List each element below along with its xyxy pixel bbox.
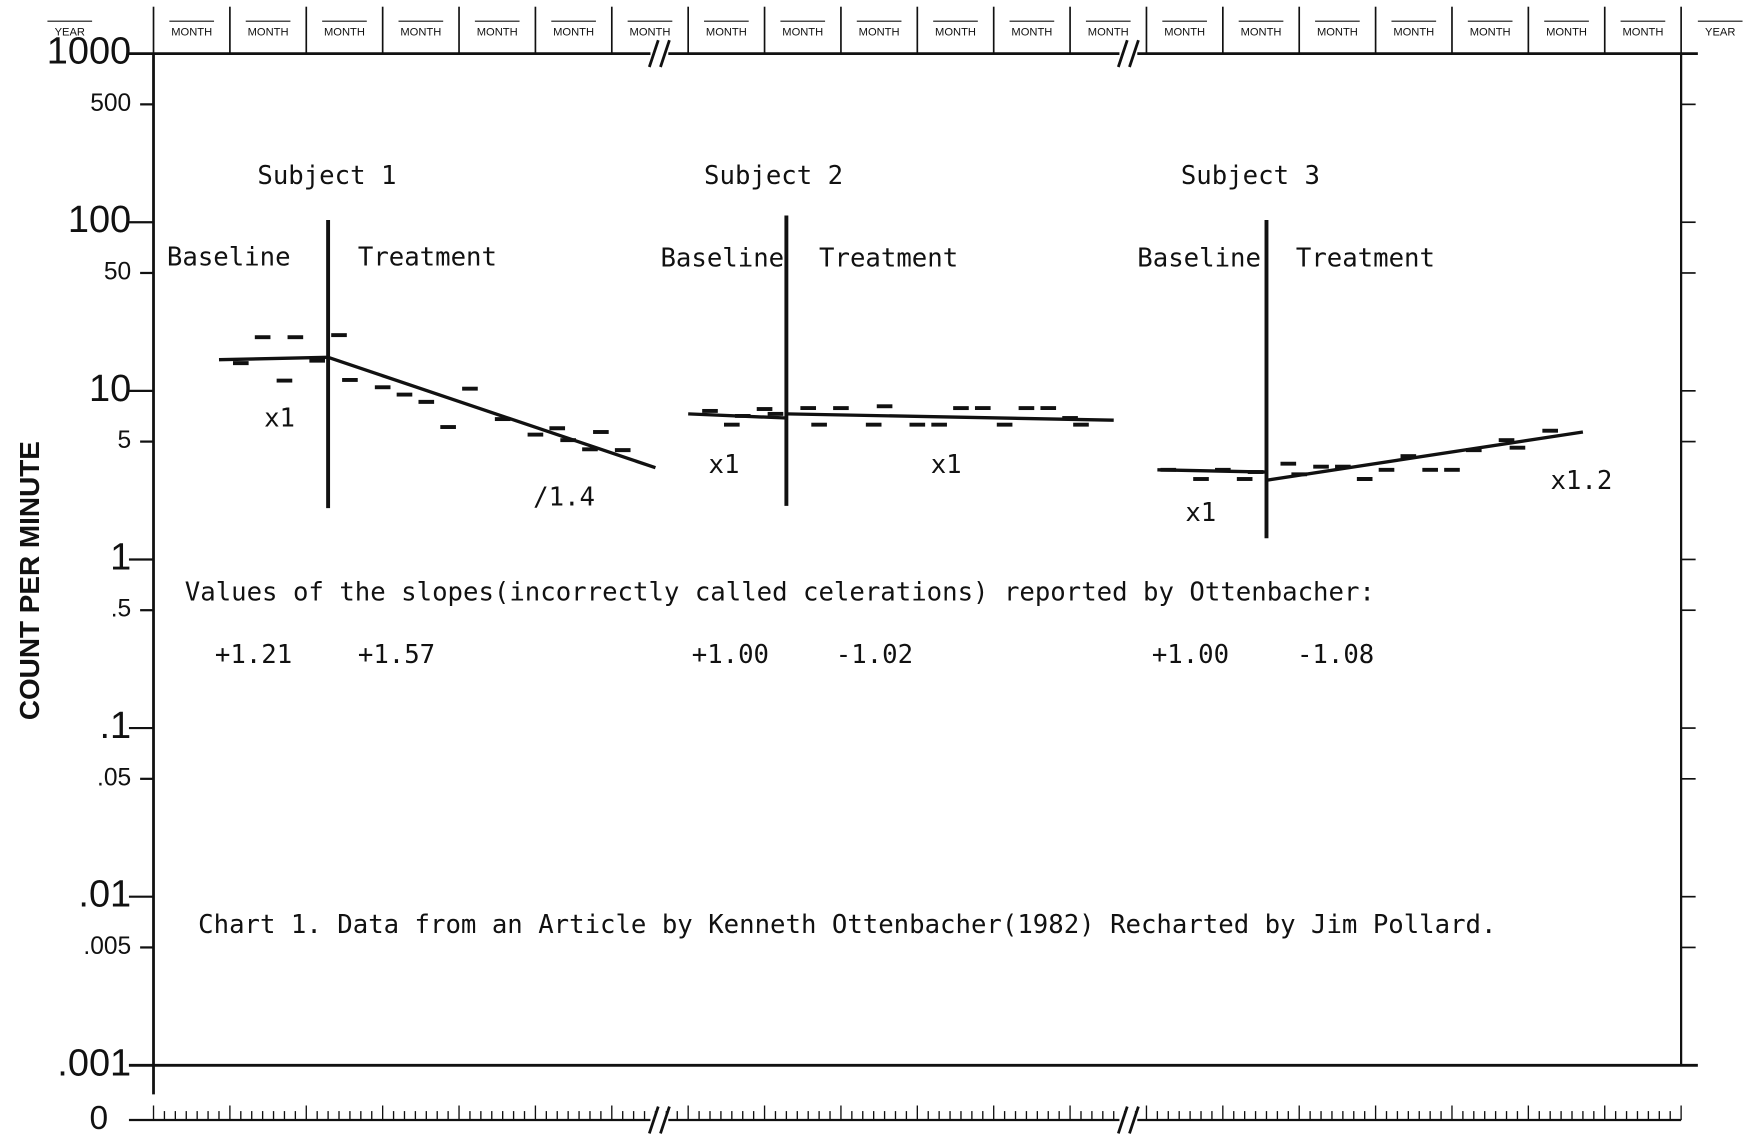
phase-label: Baseline [1137,244,1261,274]
y-tick-label: 1 [110,536,131,578]
axis-break [647,39,660,68]
y-tick-label: 1000 [47,31,131,73]
period-label: MONTH [1317,26,1358,38]
axis-break [659,39,671,68]
axis-break [1116,39,1129,68]
period-label: MONTH [1088,26,1129,38]
y-tick-label: .05 [97,764,131,791]
period-label: MONTH [1546,26,1587,38]
period-label: MONTH [859,26,900,38]
caption: Chart 1. Data from an Article by Kenneth… [198,910,1496,940]
trend-line [218,355,329,362]
celeration-label: /1.4 [533,483,595,513]
trend-line [786,412,1114,422]
y-tick-label: 100 [68,199,131,241]
axis-break [1119,1116,1138,1124]
y-tick-label: 50 [104,258,131,285]
phase-label: Treatment [358,242,497,272]
period-label: MONTH [1622,26,1663,38]
y-axis-label: COUNT PER MINUTE [14,441,45,720]
phase-label: Baseline [167,242,291,272]
period-label: MONTH [477,26,518,38]
period-label: YEAR [1705,26,1735,38]
trend-line [1266,430,1584,482]
y-tick-label: .1 [100,705,132,747]
axis-break [647,1106,660,1134]
period-label: MONTH [324,26,365,38]
y-tick-label: 500 [90,90,131,117]
period-label: MONTH [553,26,594,38]
period-label: MONTH [1470,26,1511,38]
period-label: MONTH [400,26,441,38]
y-tick-label: 10 [89,368,131,410]
phase-label: Treatment [1296,244,1435,274]
period-label: MONTH [1241,26,1282,38]
trend-line [688,412,787,420]
axis-break [1128,1106,1140,1134]
celeration-label: x1.2 [1550,466,1612,496]
axis-break [1116,1106,1129,1134]
y-tick-label: .01 [78,874,131,916]
period-label: MONTH [1164,26,1205,38]
celeration-label: x1 [709,450,740,480]
note: Values of the slopes(incorrectly called … [185,577,1375,607]
subject-title: Subject 2 [704,161,843,191]
zero-label: 0 [89,1100,108,1137]
subject-title: Subject 1 [257,161,396,191]
celeration-label: x1 [931,450,962,480]
period-label: MONTH [630,26,671,38]
period-label: MONTH [248,26,289,38]
y-tick-label: 5 [118,427,132,454]
reported-slope: +1.00 [1152,640,1229,670]
phase-label: Baseline [660,244,784,274]
axis-break [650,1116,669,1124]
y-tick-label: .5 [111,596,131,623]
trend-line [1157,468,1267,474]
celeration-label: x1 [1185,498,1216,528]
period-label: MONTH [1011,26,1052,38]
reported-slope: +1.00 [692,640,769,670]
period-label: MONTH [1393,26,1434,38]
reported-slope: +1.57 [358,640,435,670]
period-label: MONTH [171,26,212,38]
y-tick-label: .005 [83,933,131,960]
period-label: MONTH [782,26,823,38]
axis-break [650,50,669,57]
y-tick-label: .001 [57,1042,131,1084]
reported-slope: +1.21 [215,640,292,670]
axis-break [1128,39,1140,68]
axis-break [659,1106,671,1134]
phase-label: Treatment [819,244,958,274]
celeration-label: x1 [264,403,295,433]
subject-title: Subject 3 [1181,161,1320,191]
reported-slope: -1.08 [1297,640,1374,670]
axis-break [1119,50,1138,57]
period-label: MONTH [935,26,976,38]
reported-slope: -1.02 [836,640,913,670]
period-label: MONTH [706,26,747,38]
trend-line [327,355,656,470]
period-label: YEAR [55,26,85,38]
